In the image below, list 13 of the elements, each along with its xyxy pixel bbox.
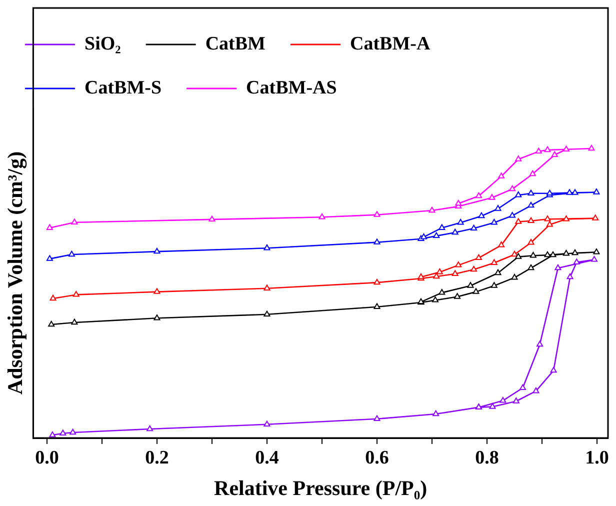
x-tick-label: 0.4: [255, 447, 280, 468]
x-tick-label: 0.0: [35, 447, 59, 468]
x-tick-label: 1.0: [585, 447, 609, 468]
x-tick-label: 0.2: [145, 447, 169, 468]
x-tick-label: 0.6: [365, 447, 389, 468]
x-tick-label: 0.8: [475, 447, 499, 468]
legend-label: SiO₂: [84, 33, 122, 54]
legend-label: CatBM-S: [84, 77, 162, 98]
legend-label: CatBM-A: [350, 33, 430, 54]
legend-label: CatBM: [205, 33, 266, 54]
y-axis-title: Adsorption Volume (cm³/g): [3, 151, 28, 395]
legend-label: CatBM-AS: [246, 77, 337, 98]
x-axis-title: Relative Pressure (P/P₀): [214, 476, 428, 500]
